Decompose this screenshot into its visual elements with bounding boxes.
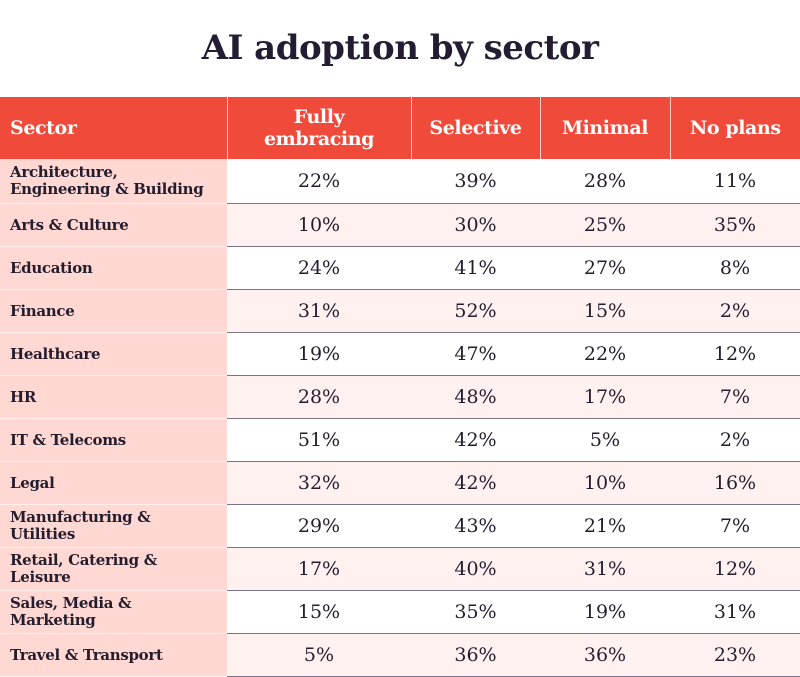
value-cell-minimal: 15% — [540, 289, 670, 333]
value-cell-no-plans: 31% — [670, 590, 800, 634]
chart-title: AI adoption by sector — [201, 28, 599, 68]
table-row: Healthcare 19% 47% 22% 12% — [0, 332, 800, 376]
value-cell-selective: 52% — [411, 289, 540, 333]
value-cell-fully-embracing: 17% — [227, 547, 411, 591]
value-cell-selective: 39% — [411, 159, 540, 204]
sector-label: Healthcare — [0, 332, 227, 376]
value-cell-no-plans: 8% — [670, 246, 800, 290]
sector-label: Retail, Catering & Leisure — [0, 547, 227, 591]
value-cell-no-plans: 12% — [670, 547, 800, 591]
value-cell-selective: 40% — [411, 547, 540, 591]
table-row: Retail, Catering & Leisure 17% 40% 31% 12% — [0, 547, 800, 591]
sector-label: Arts & Culture — [0, 203, 227, 247]
table-row: Sales, Media & Marketing 15% 35% 19% 31% — [0, 590, 800, 634]
sector-label: Manufacturing & Utilities — [0, 504, 227, 548]
sector-label: Sales, Media & Marketing — [0, 590, 227, 634]
table-row: Legal 32% 42% 10% 16% — [0, 461, 800, 505]
value-cell-selective: 36% — [411, 633, 540, 677]
column-header-selective: Selective — [411, 97, 541, 159]
value-cell-minimal: 28% — [540, 159, 670, 204]
table-row: Manufacturing & Utilities 29% 43% 21% 7% — [0, 504, 800, 548]
table-row: HR 28% 48% 17% 7% — [0, 375, 800, 419]
value-cell-fully-embracing: 22% — [227, 159, 411, 204]
column-header-no-plans: No plans — [670, 97, 800, 159]
value-cell-fully-embracing: 32% — [227, 461, 411, 505]
value-cell-fully-embracing: 31% — [227, 289, 411, 333]
value-cell-fully-embracing: 28% — [227, 375, 411, 419]
value-cell-no-plans: 2% — [670, 418, 800, 462]
value-cell-minimal: 5% — [540, 418, 670, 462]
value-cell-no-plans: 7% — [670, 504, 800, 548]
value-cell-no-plans: 12% — [670, 332, 800, 376]
value-cell-selective: 48% — [411, 375, 540, 419]
value-cell-minimal: 22% — [540, 332, 670, 376]
value-cell-no-plans: 23% — [670, 633, 800, 677]
table-row: Education 24% 41% 27% 8% — [0, 246, 800, 290]
column-header-sector: Sector — [0, 97, 228, 159]
value-cell-minimal: 19% — [540, 590, 670, 634]
value-cell-no-plans: 2% — [670, 289, 800, 333]
value-cell-fully-embracing: 24% — [227, 246, 411, 290]
value-cell-minimal: 10% — [540, 461, 670, 505]
value-cell-fully-embracing: 15% — [227, 590, 411, 634]
value-cell-no-plans: 16% — [670, 461, 800, 505]
value-cell-no-plans: 7% — [670, 375, 800, 419]
value-cell-fully-embracing: 19% — [227, 332, 411, 376]
value-cell-selective: 42% — [411, 418, 540, 462]
table-row: Architecture, Engineering & Building 22% 3… — [0, 159, 800, 204]
adoption-table: Sector Fully embracing Selective Minimal… — [0, 97, 800, 677]
value-cell-minimal: 25% — [540, 203, 670, 247]
table-body: Architecture, Engineering & Building 22% 3… — [0, 159, 800, 677]
table-row: Finance 31% 52% 15% 2% — [0, 289, 800, 333]
value-cell-fully-embracing: 10% — [227, 203, 411, 247]
value-cell-selective: 35% — [411, 590, 540, 634]
column-header-minimal: Minimal — [540, 97, 671, 159]
value-cell-minimal: 21% — [540, 504, 670, 548]
value-cell-minimal: 17% — [540, 375, 670, 419]
value-cell-selective: 30% — [411, 203, 540, 247]
sector-label: Legal — [0, 461, 227, 505]
value-cell-minimal: 36% — [540, 633, 670, 677]
sector-label: Finance — [0, 289, 227, 333]
sector-label: HR — [0, 375, 227, 419]
value-cell-selective: 47% — [411, 332, 540, 376]
sector-label: IT & Telecoms — [0, 418, 227, 462]
value-cell-no-plans: 11% — [670, 159, 800, 204]
value-cell-selective: 41% — [411, 246, 540, 290]
table-row: Arts & Culture 10% 30% 25% 35% — [0, 203, 800, 247]
column-header-fully-embracing: Fully embracing — [227, 97, 412, 159]
header-row: Sector Fully embracing Selective Minimal… — [0, 97, 800, 159]
value-cell-minimal: 27% — [540, 246, 670, 290]
table-row: IT & Telecoms 51% 42% 5% 2% — [0, 418, 800, 462]
table-row: Travel & Transport 5% 36% 36% 23% — [0, 633, 800, 677]
value-cell-selective: 43% — [411, 504, 540, 548]
sector-label: Travel & Transport — [0, 633, 227, 677]
sector-label: Education — [0, 246, 227, 290]
value-cell-no-plans: 35% — [670, 203, 800, 247]
value-cell-fully-embracing: 29% — [227, 504, 411, 548]
sector-label: Architecture, Engineering & Building — [0, 159, 227, 204]
value-cell-fully-embracing: 51% — [227, 418, 411, 462]
value-cell-selective: 42% — [411, 461, 540, 505]
value-cell-fully-embracing: 5% — [227, 633, 411, 677]
value-cell-minimal: 31% — [540, 547, 670, 591]
